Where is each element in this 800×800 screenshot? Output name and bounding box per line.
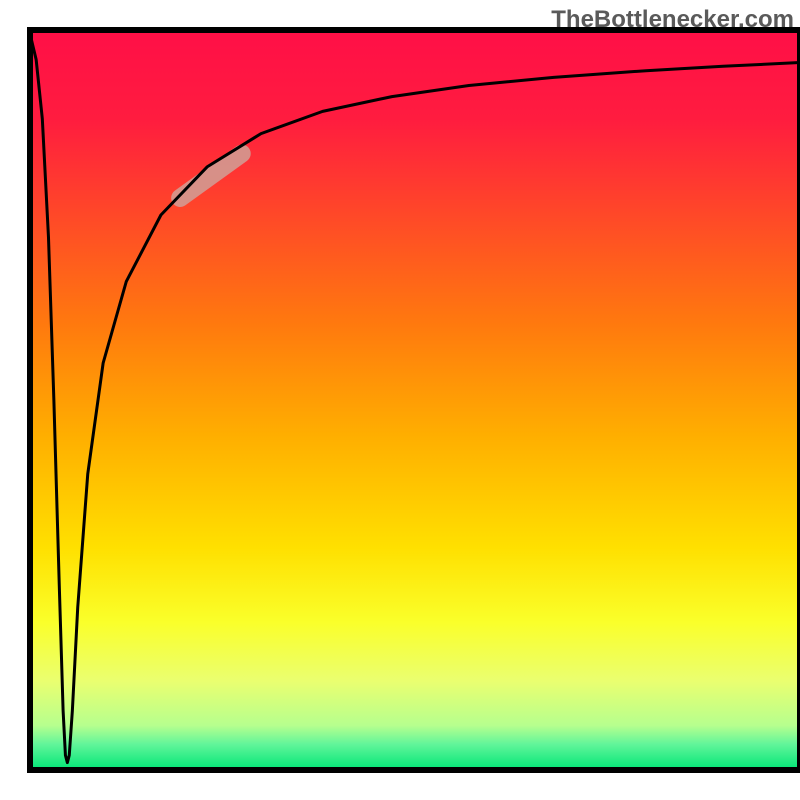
chart-canvas: TheBottlenecker.com <box>0 0 800 800</box>
plot-background <box>30 30 800 770</box>
bottleneck-plot-svg <box>0 0 800 800</box>
watermark-text: TheBottlenecker.com <box>551 6 794 34</box>
